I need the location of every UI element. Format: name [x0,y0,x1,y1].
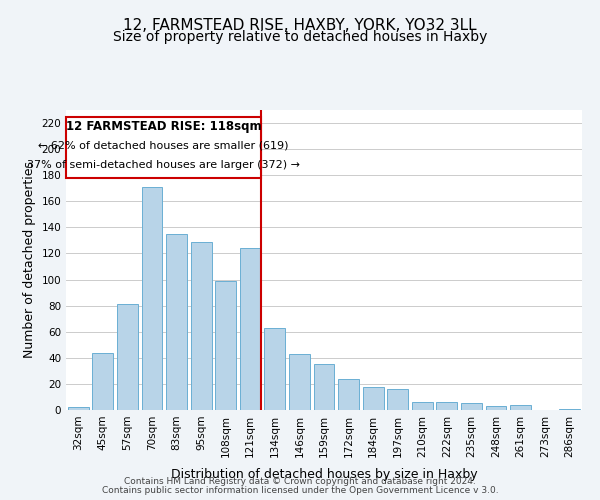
Bar [68,408,89,410]
Text: Contains HM Land Registry data © Crown copyright and database right 2024.: Contains HM Land Registry data © Crown c… [124,477,476,486]
Text: 37% of semi-detached houses are larger (372) →: 37% of semi-detached houses are larger (… [27,160,300,170]
Bar [142,187,163,410]
Text: 12, FARMSTEAD RISE, HAXBY, YORK, YO32 3LL: 12, FARMSTEAD RISE, HAXBY, YORK, YO32 3L… [123,18,477,32]
Bar [412,402,433,410]
Bar [314,364,334,410]
Bar [436,402,457,410]
Text: Size of property relative to detached houses in Haxby: Size of property relative to detached ho… [113,30,487,44]
Bar [265,328,286,410]
Bar [461,404,482,410]
Bar [240,248,261,410]
Text: ← 62% of detached houses are smaller (619): ← 62% of detached houses are smaller (61… [38,140,289,150]
FancyBboxPatch shape [66,116,261,178]
Bar [191,242,212,410]
Bar [117,304,138,410]
Bar [485,406,506,410]
Y-axis label: Number of detached properties: Number of detached properties [23,162,36,358]
Bar [289,354,310,410]
Bar [510,405,531,410]
Text: Contains public sector information licensed under the Open Government Licence v : Contains public sector information licen… [101,486,499,495]
Bar [559,408,580,410]
Bar [362,386,383,410]
Bar [215,281,236,410]
X-axis label: Distribution of detached houses by size in Haxby: Distribution of detached houses by size … [170,468,478,481]
Bar [387,389,408,410]
Bar [166,234,187,410]
Bar [338,378,359,410]
Text: 12 FARMSTEAD RISE: 118sqm: 12 FARMSTEAD RISE: 118sqm [65,120,261,134]
Bar [92,352,113,410]
